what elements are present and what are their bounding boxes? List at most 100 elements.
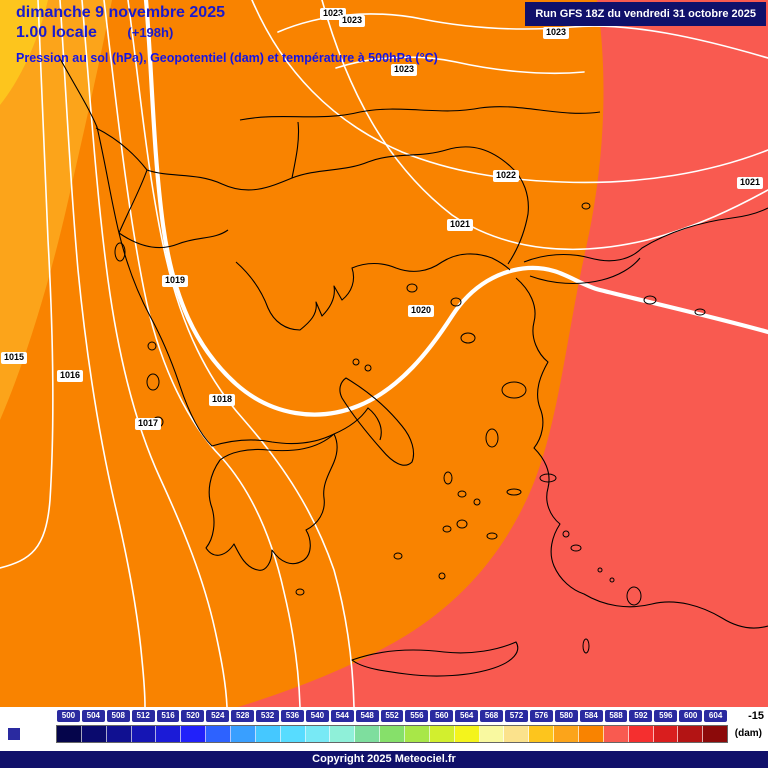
legend-color-cell — [703, 726, 728, 742]
legend-color-cell — [206, 726, 232, 742]
island-ikaria — [506, 488, 522, 496]
island-andros — [443, 471, 453, 485]
attica-coast — [333, 407, 382, 441]
island-thasos — [406, 283, 418, 293]
legend-color-cell — [156, 726, 182, 742]
legend-color-cell — [653, 726, 679, 742]
isobar-label: 1020 — [407, 305, 435, 317]
legend-value: 604 — [704, 710, 728, 722]
isobar-label: 1023 — [390, 64, 418, 76]
legend-start-cap — [8, 728, 20, 740]
legend-value: 544 — [330, 710, 354, 722]
legend-color-cell — [231, 726, 256, 742]
legend-color-cell — [380, 726, 406, 742]
island-milos — [393, 552, 403, 560]
island-rhodes — [626, 586, 642, 606]
legend: 500 504 508 512 516 520 524 528 532 536 540 544 548 5… — [0, 707, 768, 751]
legend-value: 600 — [679, 710, 703, 722]
isobar-line-1021 — [321, 0, 768, 251]
island-santorini — [438, 572, 446, 580]
isobar-line-1016 — [59, 0, 146, 707]
map-subtitle: Pression au sol (hPa), Geopotentiel (dam… — [16, 51, 438, 65]
turkey-west-south-coast — [515, 277, 768, 629]
legend-value: 504 — [81, 710, 105, 722]
lake-thrace — [581, 202, 591, 210]
lake-anatolia-1 — [643, 295, 657, 305]
isobar-label: 1016 — [56, 370, 84, 382]
coastlines-layer — [57, 54, 768, 677]
north-aegean-chalkidiki-coast — [235, 253, 511, 331]
copyright-text: Copyright 2025 Meteociel.fr — [312, 753, 456, 765]
peloponnese-coast — [205, 433, 338, 571]
map-header: dimanche 9 novembre 2025 1.00 locale (+1… — [16, 4, 438, 65]
legend-value: 548 — [355, 710, 379, 722]
legend-value: 536 — [281, 710, 304, 722]
fill-red-southeast — [238, 0, 768, 707]
island-dodecanese-1 — [597, 567, 603, 573]
island-sporades-2 — [364, 364, 372, 372]
legend-color-cell — [131, 726, 157, 742]
isobar-label: 1023 — [338, 15, 366, 27]
legend-value: 588 — [604, 710, 628, 722]
isobar-label: 1015 — [0, 352, 28, 364]
crete-island — [351, 641, 519, 677]
legend-color-cell — [355, 726, 381, 742]
isobar-line-1023-inner — [335, 56, 585, 75]
isobar-label: 1023 — [542, 27, 570, 39]
island-naxos — [456, 519, 468, 529]
adriatic-albania-coast — [57, 54, 120, 234]
time-row: 1.00 locale (+198h) — [16, 24, 438, 42]
legend-value: 568 — [480, 710, 504, 722]
island-kalymnos — [562, 530, 570, 538]
island-tinos — [457, 490, 467, 498]
legend-color-cell — [579, 726, 604, 742]
legend-value: 552 — [380, 710, 404, 722]
island-mykonos — [473, 498, 481, 506]
legend-color-cell — [529, 726, 555, 742]
legend-value: 576 — [529, 710, 553, 722]
island-samos — [539, 473, 557, 483]
isobar-line-1015 — [0, 0, 54, 569]
legend-value: 520 — [181, 710, 205, 722]
island-lefkada — [147, 341, 157, 351]
isobar-line-1022 — [251, 0, 768, 184]
legend-value: 584 — [579, 710, 603, 722]
legend-value: 524 — [206, 710, 230, 722]
island-chios — [485, 428, 499, 448]
map-canvas — [0, 0, 768, 707]
island-dodecanese-2 — [609, 577, 615, 583]
island-lemnos — [460, 332, 476, 344]
legend-color-cell — [255, 726, 281, 742]
isobar-label: 1022 — [492, 170, 520, 182]
island-amorgos — [486, 532, 498, 540]
legend-value: 556 — [405, 710, 429, 722]
legend-color-cell — [554, 726, 580, 742]
forecast-offset-label: (+198h) — [127, 25, 174, 40]
run-info-box: Run GFS 18Z du vendredi 31 octobre 2025 — [525, 2, 766, 26]
local-time-label: 1.00 locale — [16, 24, 97, 41]
legend-value: 572 — [505, 710, 528, 722]
isobar-line-1023-outer — [277, 13, 768, 59]
island-lesbos — [501, 381, 527, 399]
legend-bar-row: (dam) — [0, 725, 768, 743]
greece-west-coast — [118, 232, 335, 447]
marmara-blacksea-coast — [523, 207, 768, 284]
legend-color-cell — [479, 726, 505, 742]
legend-color-cell — [429, 726, 455, 742]
legend-color-cell — [628, 726, 654, 742]
isobar-line-1020-thick — [143, 0, 768, 417]
isobar-label: 1021 — [446, 219, 474, 231]
legend-value: 508 — [106, 710, 130, 722]
legend-value: 500 — [57, 710, 80, 722]
legend-color-cell — [181, 726, 207, 742]
isobar-line-1019 — [127, 0, 355, 707]
fill-yellow-corner — [0, 0, 48, 105]
legend-color-cell — [405, 726, 430, 742]
legend-colorbar — [56, 725, 728, 743]
island-sporades-1 — [352, 358, 360, 366]
legend-unit-label: (dam) — [734, 728, 762, 739]
legend-value: 564 — [455, 710, 479, 722]
isobar-label: 1018 — [208, 394, 236, 406]
lake-anatolia-2 — [694, 308, 706, 316]
